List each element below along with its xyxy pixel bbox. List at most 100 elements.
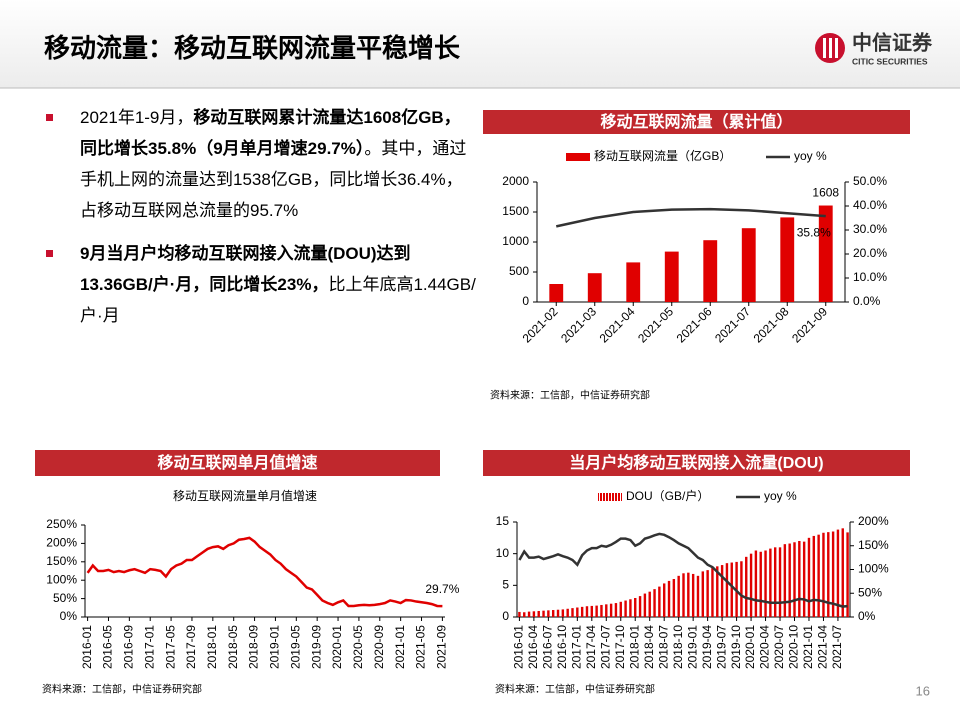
- y-tick-label: 5: [502, 578, 509, 592]
- x-tick-label: 2016-10: [555, 625, 569, 669]
- bar: [793, 542, 796, 617]
- y2-tick-label: 100%: [858, 562, 889, 576]
- x-tick-label: 2021-02: [520, 304, 561, 345]
- bar: [741, 228, 756, 302]
- x-tick-label: 2021-01: [801, 625, 815, 669]
- x-tick-label: 2017-01: [569, 625, 583, 669]
- bar: [836, 529, 840, 617]
- bar: [817, 534, 820, 617]
- bar: [788, 543, 791, 617]
- bar: [730, 562, 733, 617]
- bar: [619, 601, 622, 617]
- legend-label: DOU（GB/户）: [626, 488, 709, 503]
- bar: [773, 547, 777, 617]
- x-tick-label: 2018-05: [226, 625, 240, 669]
- y-tick-label: 1500: [502, 204, 529, 218]
- bar: [518, 611, 521, 617]
- x-tick-label: 2018-01: [205, 625, 219, 669]
- panel-header: [483, 110, 910, 134]
- bar: [764, 550, 767, 617]
- x-tick-label: 2021-08: [751, 304, 792, 345]
- bar: [783, 544, 787, 617]
- bar: [696, 575, 700, 617]
- line-series: [518, 532, 848, 608]
- y2-tick-label: 50%: [858, 585, 882, 599]
- y-tick-label: 15: [496, 514, 510, 528]
- x-tick-label: 2021-06: [674, 304, 715, 345]
- y-tick-label: 50%: [53, 591, 77, 605]
- bar: [831, 531, 835, 617]
- x-tick-label: 2018-09: [247, 625, 261, 669]
- logo-stripe: [829, 38, 832, 58]
- panel-header: [35, 450, 440, 476]
- x-tick-label: 2017-04: [584, 625, 598, 669]
- bullet-text: 。其中，通过手机上网的流量达到1538亿GB，同比增长36.4%，占移动互联网总…: [80, 139, 467, 220]
- x-tick-label: 2017-05: [163, 625, 177, 669]
- bar: [818, 205, 833, 302]
- x-tick-label: 2021-04: [597, 304, 638, 345]
- x-tick-label: 2021-01: [393, 625, 407, 669]
- y-tick-label: 0: [522, 294, 529, 308]
- x-tick-label: 2020-10: [787, 625, 801, 669]
- bar: [706, 570, 709, 617]
- bar: [802, 541, 806, 617]
- x-tick-label: 2017-07: [598, 625, 612, 669]
- value-label: 1608: [812, 186, 839, 200]
- x-tick-label: 2016-01: [512, 625, 526, 669]
- bar: [769, 548, 772, 617]
- source-note: 资料来源：工信部，中信证券研究部: [42, 683, 202, 696]
- bar: [740, 561, 743, 617]
- page-number: 16: [916, 683, 930, 698]
- x-tick-label: 2020-01: [743, 625, 757, 669]
- y2-tick-label: 20.0%: [853, 246, 887, 260]
- x-tick-label: 2016-09: [122, 625, 136, 669]
- x-tick-label: 2021-05: [414, 625, 428, 669]
- bar: [585, 606, 589, 617]
- y-tick-label: 250%: [46, 517, 77, 531]
- bar: [614, 603, 618, 617]
- bar: [571, 608, 574, 617]
- legend-label: 移动互联网流量（亿GB）: [594, 148, 731, 163]
- bar: [822, 532, 825, 617]
- x-tick-label: 2018-01: [627, 625, 641, 669]
- bar: [711, 567, 714, 617]
- bar: [701, 571, 705, 617]
- x-tick-label: 2016-05: [101, 625, 115, 669]
- bullet-text: 移动互联网累计流量达1608亿GB，同比增长35.8%（9月单月增速29.7%）: [80, 108, 461, 158]
- bar: [648, 591, 651, 617]
- x-tick-label: 2019-10: [729, 625, 743, 669]
- bar: [664, 251, 679, 302]
- bar: [600, 604, 603, 617]
- logo-text: 中信证券: [852, 30, 933, 54]
- y-tick-label: 1000: [502, 234, 529, 248]
- x-tick-label: 2020-07: [772, 625, 786, 669]
- bullet-text: 2021年1-9月，: [80, 108, 194, 127]
- bar: [547, 610, 550, 617]
- x-tick-label: 2018-04: [642, 625, 656, 669]
- header-band: [0, 0, 960, 88]
- bullet-text: 9月当月户均移动互联网接入流量(DOU)达到13.36GB/户·月，同比增长23…: [80, 244, 411, 294]
- line-series: [555, 207, 826, 228]
- x-tick-label: 2019-05: [288, 625, 302, 669]
- y-tick-label: 200%: [46, 536, 77, 550]
- x-tick-label: 2019-01: [685, 625, 699, 669]
- y-tick-label: 2000: [502, 174, 529, 188]
- bullet-text: 比上年底高1.44GB/户·月: [80, 275, 476, 325]
- bar: [841, 528, 844, 617]
- bar: [754, 550, 758, 617]
- logo-stripe: [823, 38, 826, 58]
- bar: [643, 593, 647, 617]
- x-tick-label: 2020-01: [330, 625, 344, 669]
- bullet-list: 2021年1-9月，移动互联网累计流量达1608亿GB，同比增长35.8%（9月…: [44, 102, 476, 343]
- y2-tick-label: 40.0%: [853, 198, 887, 212]
- logo: 中信证券 CITIC SECURITIES: [815, 30, 933, 66]
- x-tick-label: 2016-01: [80, 625, 94, 669]
- x-tick-label: 2021-07: [830, 625, 844, 669]
- bar: [549, 284, 564, 302]
- line-series: [86, 536, 443, 608]
- x-tick-label: 2020-05: [351, 625, 365, 669]
- value-label: 29.7%: [425, 582, 459, 596]
- bar: [749, 553, 753, 617]
- bar: [551, 610, 555, 617]
